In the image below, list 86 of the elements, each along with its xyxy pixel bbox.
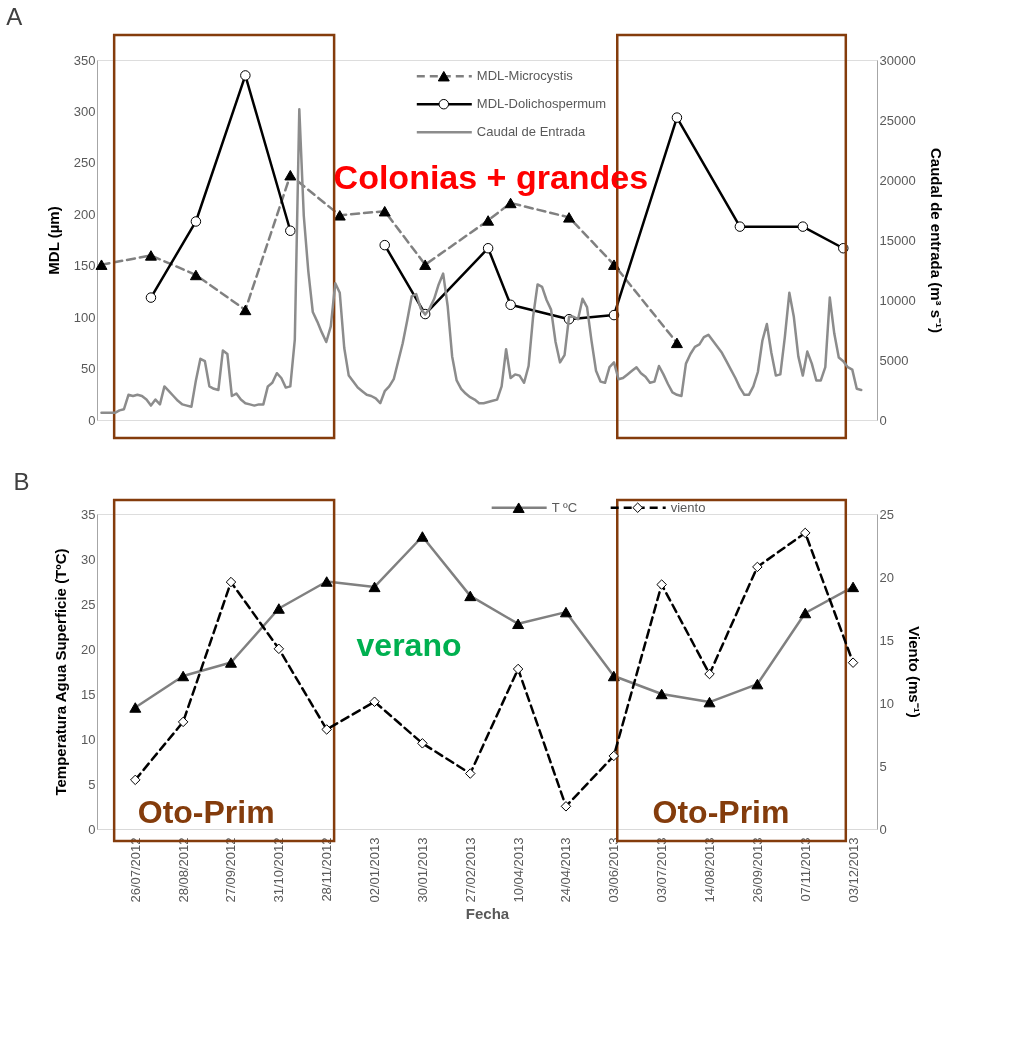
point (752, 561, 763, 573)
y-tick-label: 30 (81, 551, 96, 567)
point (847, 657, 859, 668)
y-tick-label: 50 (81, 361, 96, 377)
point (130, 774, 141, 786)
point (799, 527, 811, 539)
x-tick-label: 03/06/2013 (606, 837, 622, 903)
y-tick-label: 35 (81, 506, 96, 522)
y-tick-label: 0 (88, 412, 96, 428)
x-tick-label: 24/04/2013 (558, 837, 574, 903)
y-tick-label: 100 (73, 309, 96, 325)
x-tick-label: 10/04/2013 (510, 837, 526, 903)
annotation: Oto-Prim (137, 794, 275, 831)
y-tick-label: 350 (73, 52, 96, 68)
legend-label: T ºC (551, 499, 578, 515)
y-tick-label: 250 (73, 155, 96, 171)
legend-label: MDL-Microcystis (476, 68, 574, 84)
point (225, 576, 237, 588)
point (379, 239, 390, 251)
y-tick-label: 20 (81, 641, 96, 657)
legend-label: viento (670, 499, 706, 515)
chart-title: A (6, 2, 23, 30)
y2-tick-label: 0 (879, 821, 887, 837)
y2-tick-label: 25000 (879, 112, 916, 128)
point (482, 242, 494, 254)
y-tick-label: 0 (88, 821, 96, 837)
x-tick-label: 31/10/2012 (271, 837, 287, 903)
point (608, 750, 620, 762)
point (369, 696, 380, 707)
x-tick-label: 28/11/2012 (319, 837, 335, 902)
point (240, 70, 251, 81)
y2-tick-label: 20 (879, 569, 894, 585)
chart-title: B (13, 467, 30, 495)
x-tick-label: 14/08/2013 (702, 837, 718, 903)
y2-tick-label: 15000 (879, 232, 916, 248)
y2-tick-label: 10 (879, 695, 894, 711)
point (145, 292, 157, 303)
point (560, 801, 572, 812)
y-tick-label: 25 (81, 596, 96, 612)
point (321, 724, 332, 735)
y-axis-title: MDL (µm) (44, 206, 62, 275)
point (512, 663, 524, 675)
point (704, 668, 715, 680)
y2-tick-label: 15 (879, 632, 894, 648)
y-tick-label: 10 (81, 731, 96, 747)
x-axis-title: Fecha (465, 904, 510, 922)
point (285, 225, 296, 236)
y2-tick-label: 10000 (879, 292, 916, 308)
legend-label: Caudal de Entrada (476, 124, 586, 140)
y2-axis-title: Caudal de entrada (m³ s⁻¹) (927, 147, 945, 334)
y2-tick-label: 30000 (879, 52, 916, 68)
y2-tick-label: 5 (879, 758, 887, 774)
y-tick-label: 300 (73, 103, 96, 119)
point (465, 768, 476, 779)
point (177, 716, 189, 728)
point (671, 112, 683, 123)
point (656, 579, 667, 590)
x-tick-label: 07/11/2013 (797, 837, 813, 902)
y-tick-label: 150 (73, 258, 96, 274)
x-tick-label: 30/01/2013 (414, 837, 430, 903)
y-axis-title: Temperatura Agua Superficie (TºC) (52, 548, 70, 796)
point (797, 221, 809, 232)
x-tick-label: 26/09/2013 (749, 837, 765, 903)
annotation: verano (356, 627, 462, 664)
y2-tick-label: 20000 (879, 172, 916, 188)
x-tick-label: 03/07/2013 (654, 837, 670, 903)
x-tick-label: 28/08/2012 (175, 837, 191, 903)
point (505, 299, 516, 311)
point (190, 216, 202, 227)
y-tick-label: 200 (73, 206, 96, 222)
legend-label: MDL-Dolichospermum (476, 96, 607, 112)
x-tick-label: 26/07/2012 (127, 837, 143, 903)
x-tick-label: 27/02/2013 (462, 837, 478, 903)
point (417, 738, 428, 749)
x-tick-label: 02/01/2013 (367, 837, 383, 903)
point (734, 221, 746, 232)
y2-tick-label: 5000 (879, 352, 909, 368)
annotation: Oto-Prim (652, 794, 790, 831)
x-tick-label: 03/12/2013 (845, 837, 861, 903)
y2-tick-label: 25 (879, 506, 894, 522)
point (273, 643, 285, 655)
x-tick-label: 27/09/2012 (223, 837, 239, 903)
y2-tick-label: 0 (879, 412, 887, 428)
y-tick-label: 5 (88, 776, 96, 792)
y-tick-label: 15 (81, 686, 96, 702)
y2-axis-title: Viento (ms⁻¹) (905, 626, 923, 718)
